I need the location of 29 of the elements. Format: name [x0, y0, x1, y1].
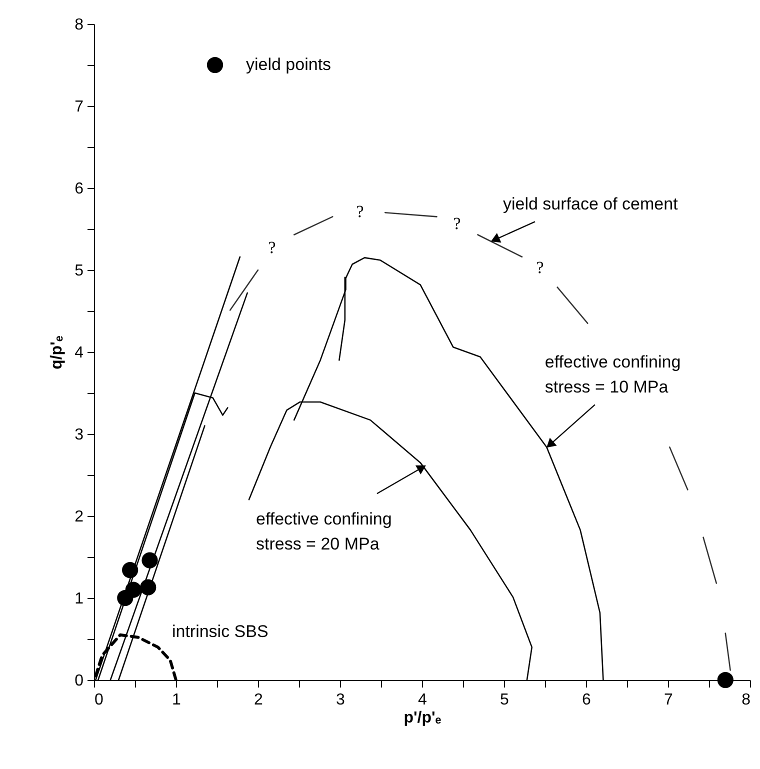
x-tick-label: 6 [582, 692, 592, 708]
y-tick-label: 1 [74, 590, 84, 608]
y-tick-label: 6 [74, 180, 84, 198]
y-tick-label: 0 [74, 672, 84, 690]
x-tick-label: 1 [172, 692, 182, 708]
x-tick-label: 5 [500, 692, 510, 708]
x-tick-label: 0 [94, 692, 104, 708]
y-tick-label: 8 [74, 16, 84, 34]
annotation: intrinsic SBS [172, 622, 268, 642]
x-tick-label: 4 [418, 692, 428, 708]
x-tick-label: 2 [254, 692, 264, 708]
y-tick-label: 4 [74, 344, 84, 362]
x-tick-label: 3 [336, 692, 346, 708]
y-tick-label: 3 [74, 426, 84, 444]
annotation: ? [453, 214, 461, 233]
legend-label: yield points [246, 55, 332, 74]
annotation: effective confining stress = 20 MPa [256, 510, 392, 554]
x-tick-label: 8 [742, 692, 751, 708]
annotation: effective confining stress = 10 MPa [544, 352, 681, 397]
annotation: ? [536, 258, 544, 277]
annotation: ? [268, 238, 276, 257]
y-tick-label: 5 [74, 262, 84, 280]
x-axis-title: p'/p'ₑ [404, 710, 442, 726]
annotation: yield surface of cement [502, 194, 678, 214]
y-axis-title: q/p'ₑ [48, 336, 66, 370]
annotation: ? [356, 202, 364, 221]
y-tick-label: 2 [74, 508, 84, 526]
x-tick-label: 7 [664, 692, 674, 708]
y-tick-label: 7 [74, 98, 84, 116]
